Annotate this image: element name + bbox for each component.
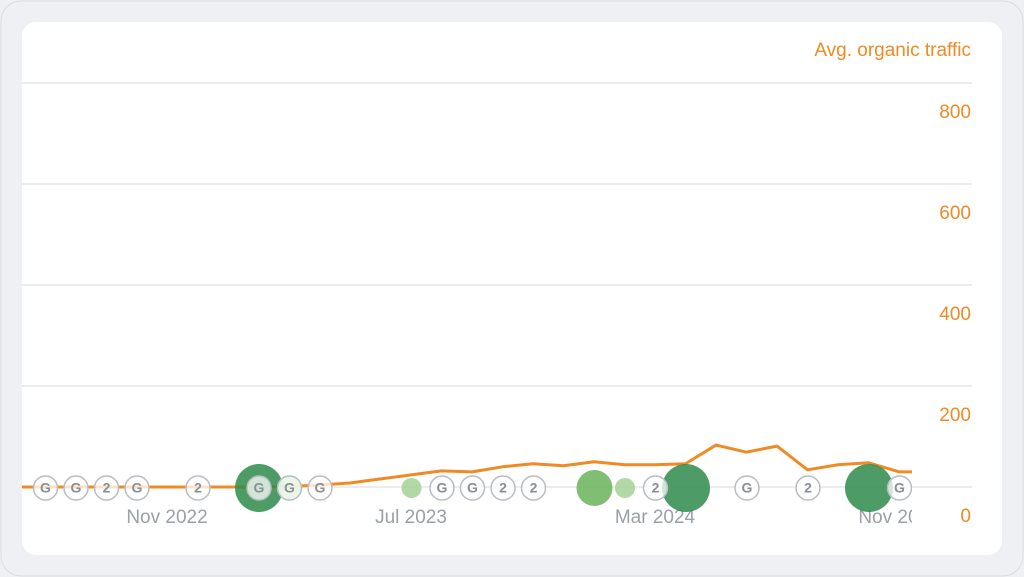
annotation-badge — [459, 475, 486, 501]
annotation-badge — [246, 475, 272, 501]
annotation-label: G — [254, 480, 265, 496]
x-tick-label: Nov 2024 — [858, 507, 940, 528]
annotation-label: 2 — [103, 480, 111, 496]
annotation-badge — [429, 475, 455, 501]
x-tick-label: Mar 2024 — [615, 507, 696, 528]
annotation-label: G — [284, 480, 295, 496]
event-bubble — [662, 464, 710, 512]
x-tick-label: Nov 2022 — [126, 507, 207, 528]
axis-title: Avg. organic traffic — [814, 40, 971, 61]
annotation-badge — [307, 475, 333, 501]
annotation-badge — [185, 475, 211, 501]
annotation-badge — [63, 475, 89, 501]
annotation-label: G — [40, 480, 51, 496]
annotation-label: 2 — [804, 480, 812, 496]
annotation-badge — [32, 475, 59, 501]
y-tick-label: 800 — [939, 102, 971, 123]
annotation-badge — [734, 475, 760, 501]
annotation-label: 2 — [499, 480, 507, 496]
event-bubble — [845, 464, 893, 512]
annotation-label: G — [437, 480, 448, 496]
annotation-label: 2 — [530, 480, 538, 496]
annotation-label: G — [467, 480, 478, 496]
annotation-label: 2 — [194, 480, 202, 496]
event-bubble — [615, 478, 635, 498]
annotation-label: G — [315, 480, 326, 496]
annotation-label: G — [132, 480, 143, 496]
annotation-badge — [642, 475, 669, 501]
annotation-badge — [886, 475, 912, 501]
y-tick-label: 200 — [939, 405, 971, 426]
annotation-badge — [795, 475, 821, 501]
event-bubble — [401, 478, 422, 498]
y-tick-label: 0 — [960, 506, 971, 527]
annotation-badge — [93, 475, 120, 501]
series-line — [22, 443, 912, 489]
annotation-badge — [520, 475, 547, 501]
annotation-badge — [124, 475, 150, 501]
annotation-badge — [276, 475, 303, 501]
y-tick-label: 400 — [939, 304, 971, 325]
annotation-badge — [490, 475, 516, 501]
annotation-label: 2 — [652, 480, 660, 496]
event-bubble — [576, 470, 613, 506]
annotation-label: G — [894, 480, 905, 496]
x-tick-label: Jul 2023 — [375, 507, 447, 528]
card — [22, 22, 1002, 555]
annotation-label: G — [742, 480, 753, 496]
y-tick-label: 600 — [939, 203, 971, 224]
annotation-label: G — [71, 480, 82, 496]
